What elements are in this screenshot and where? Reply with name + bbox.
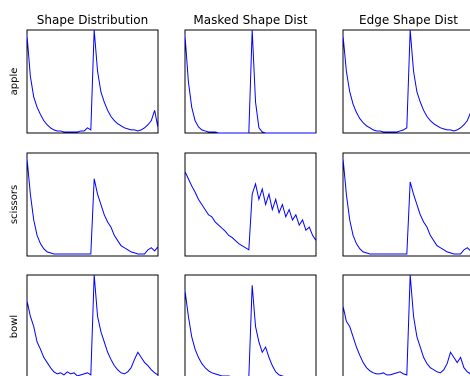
line [26, 158, 159, 255]
line [184, 285, 285, 376]
line [26, 274, 159, 376]
line [26, 29, 159, 133]
panel-frame [26, 152, 159, 257]
line [342, 274, 470, 376]
line [342, 158, 470, 255]
panel-frame [342, 152, 470, 257]
line [342, 29, 470, 133]
row-label: bowl [9, 315, 20, 338]
line [184, 171, 317, 251]
panel-frame [342, 29, 470, 134]
row-label: scissors [9, 185, 20, 224]
row-label: apple [9, 68, 20, 96]
column-title: Edge Shape Dist [359, 13, 458, 27]
column-title: Shape Distribution [37, 13, 148, 27]
panel-frame [184, 152, 317, 257]
line [184, 29, 316, 134]
column-title: Masked Shape Dist [193, 13, 308, 27]
